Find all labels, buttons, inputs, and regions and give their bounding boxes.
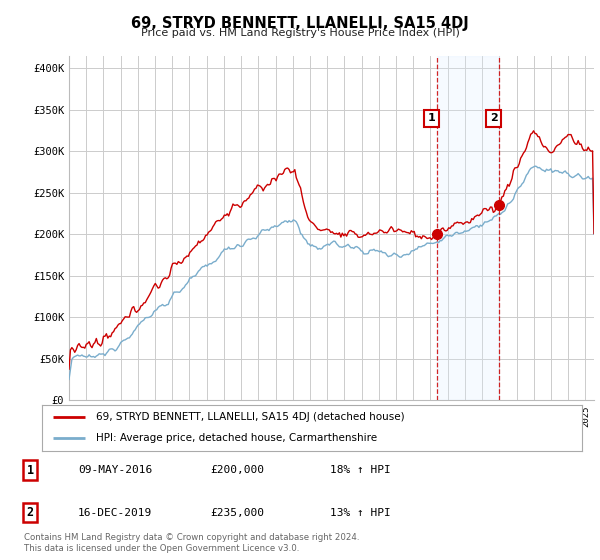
Text: 69, STRYD BENNETT, LLANELLI, SA15 4DJ: 69, STRYD BENNETT, LLANELLI, SA15 4DJ	[131, 16, 469, 31]
Text: £200,000: £200,000	[210, 465, 264, 475]
Text: 1: 1	[428, 113, 436, 123]
Text: 69, STRYD BENNETT, LLANELLI, SA15 4DJ (detached house): 69, STRYD BENNETT, LLANELLI, SA15 4DJ (d…	[96, 412, 404, 422]
Text: 2: 2	[26, 506, 34, 519]
Text: 2: 2	[490, 113, 497, 123]
Text: Contains HM Land Registry data © Crown copyright and database right 2024.
This d: Contains HM Land Registry data © Crown c…	[24, 533, 359, 553]
Text: 16-DEC-2019: 16-DEC-2019	[78, 507, 152, 517]
Text: HPI: Average price, detached house, Carmarthenshire: HPI: Average price, detached house, Carm…	[96, 433, 377, 444]
Text: 09-MAY-2016: 09-MAY-2016	[78, 465, 152, 475]
Text: 13% ↑ HPI: 13% ↑ HPI	[330, 507, 391, 517]
Text: 1: 1	[26, 464, 34, 477]
Text: £235,000: £235,000	[210, 507, 264, 517]
Text: 18% ↑ HPI: 18% ↑ HPI	[330, 465, 391, 475]
Bar	[437, 56, 499, 400]
Text: Price paid vs. HM Land Registry's House Price Index (HPI): Price paid vs. HM Land Registry's House …	[140, 28, 460, 38]
